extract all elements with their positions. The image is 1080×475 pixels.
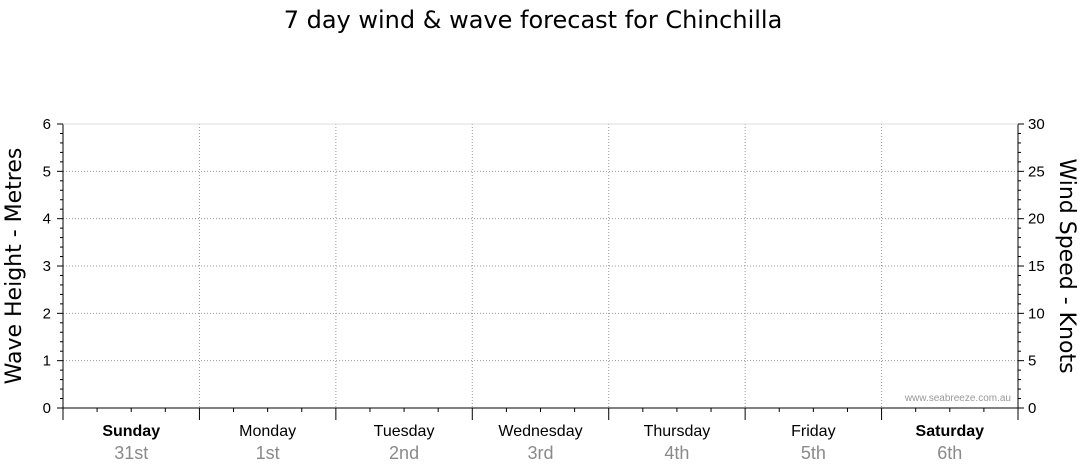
- left-tick-label: 0: [43, 400, 51, 417]
- day-date-label: 6th: [937, 443, 962, 463]
- day-date-label: 3rd: [527, 443, 553, 463]
- left-axis: 0 1 2 3 4 5 6: [43, 116, 63, 417]
- day-name-label: Tuesday: [374, 423, 435, 440]
- right-tick-label: 25: [1028, 163, 1045, 180]
- day-date-label: 5th: [801, 443, 826, 463]
- grid: [63, 124, 1018, 408]
- day-name-label: Wednesday: [498, 423, 582, 440]
- left-tick-label: 4: [43, 211, 51, 228]
- x-axis: Sunday 31st Monday 1st Tuesday 2nd Wednesday 3r…: [62, 408, 1019, 463]
- left-tick-label: 6: [43, 116, 51, 133]
- left-tick-label: 3: [43, 258, 51, 275]
- day-date-label: 1st: [256, 443, 280, 463]
- right-tick-label: 30: [1028, 116, 1045, 133]
- left-tick-label: 2: [43, 305, 51, 322]
- left-tick-label: 1: [43, 353, 51, 370]
- right-axis: 0 5 10 15 20 25 30: [1018, 116, 1045, 417]
- day-name-label: Friday: [791, 423, 835, 440]
- day-name-label: Saturday: [916, 423, 985, 440]
- right-tick-label: 20: [1028, 211, 1045, 228]
- right-tick-label: 0: [1028, 400, 1036, 417]
- day-name-label: Monday: [239, 423, 296, 440]
- right-axis-title: Wind Speed - Knots: [1054, 158, 1079, 373]
- left-axis-title: Wave Height - Metres: [2, 148, 27, 385]
- day-name-label: Thursday: [644, 423, 711, 440]
- chart-title: 7 day wind & wave forecast for Chinchill…: [284, 6, 783, 34]
- right-tick-label: 5: [1028, 353, 1036, 370]
- right-tick-label: 10: [1028, 305, 1045, 322]
- day-date-label: 31st: [114, 443, 148, 463]
- right-tick-label: 15: [1028, 258, 1045, 275]
- watermark: www.seabreeze.com.au: [904, 393, 1011, 404]
- day-date-label: 4th: [664, 443, 689, 463]
- day-date-label: 2nd: [389, 443, 419, 463]
- day-name-label: Sunday: [102, 423, 160, 440]
- left-tick-label: 5: [43, 163, 51, 180]
